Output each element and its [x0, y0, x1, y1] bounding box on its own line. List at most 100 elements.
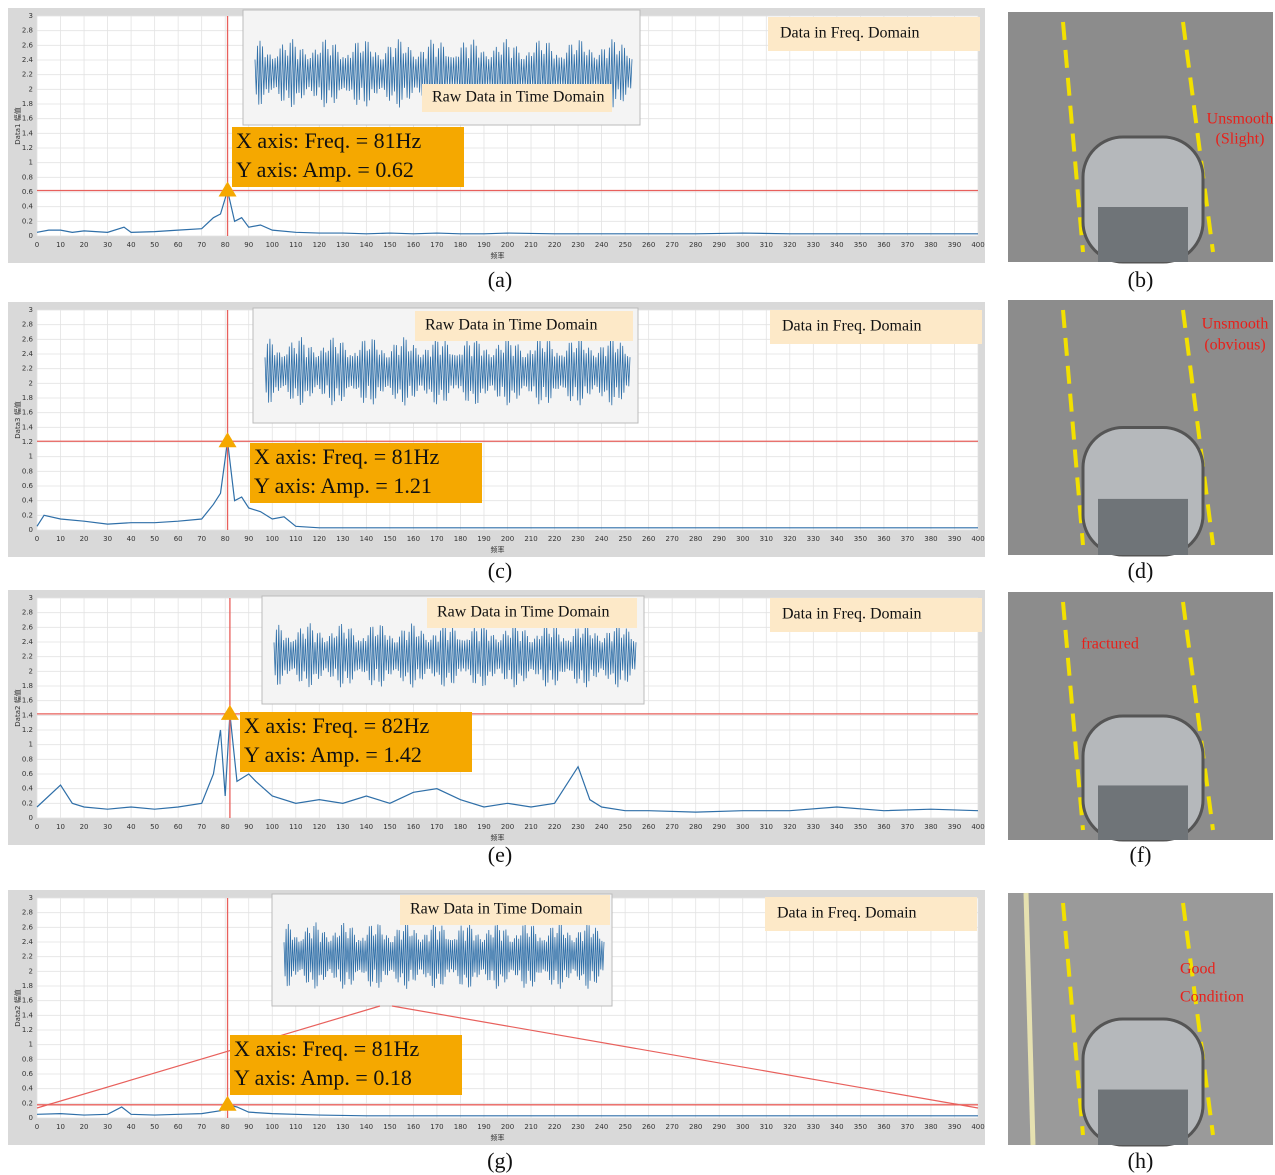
time-domain-label: Raw Data in Time Domain — [437, 604, 609, 621]
x-tick-label: 290 — [713, 1123, 726, 1131]
road-photo: fractured(f) — [1008, 592, 1273, 867]
car-windshield — [1098, 499, 1188, 555]
x-tick-label: 330 — [807, 823, 820, 831]
x-tick-label: 330 — [807, 1123, 820, 1131]
x-tick-label: 320 — [783, 823, 796, 831]
y-tick-label: 1 — [29, 159, 33, 167]
x-tick-label: 210 — [524, 241, 537, 249]
figure: 00.20.40.60.811.21.41.61.822.22.42.62.83… — [0, 0, 1275, 1175]
x-tick-label: 0 — [35, 535, 39, 543]
x-tick-label: 250 — [618, 1123, 631, 1131]
x-tick-label: 110 — [289, 1123, 302, 1131]
x-tick-label: 10 — [56, 823, 65, 831]
x-tick-label: 260 — [642, 1123, 655, 1131]
x-tick-label: 30 — [103, 535, 112, 543]
annotation-text: X axis: Freq. = 82Hz — [244, 713, 430, 738]
annotation-text: Y axis: Amp. = 0.62 — [236, 157, 414, 182]
x-tick-label: 330 — [807, 535, 820, 543]
x-tick-label: 20 — [80, 823, 89, 831]
x-tick-label: 10 — [56, 241, 65, 249]
x-tick-label: 130 — [336, 535, 349, 543]
x-tick-label: 220 — [548, 241, 561, 249]
annotation-text: Y axis: Amp. = 1.42 — [244, 742, 422, 767]
x-tick-label: 60 — [174, 241, 183, 249]
x-tick-label: 280 — [689, 823, 702, 831]
x-tick-label: 330 — [807, 241, 820, 249]
y-tick-label: 0.6 — [22, 770, 34, 778]
y-tick-label: 2.2 — [22, 71, 33, 79]
caption: (a) — [488, 267, 512, 292]
y-tick-label: 1.6 — [22, 409, 34, 417]
y-tick-label: 3 — [29, 12, 33, 20]
x-tick-label: 180 — [454, 535, 467, 543]
x-tick-label: 170 — [430, 241, 443, 249]
x-tick-label: 350 — [854, 535, 867, 543]
x-tick-label: 100 — [266, 241, 279, 249]
x-tick-label: 80 — [221, 1123, 230, 1131]
x-tick-label: 270 — [665, 535, 678, 543]
x-tick-label: 160 — [407, 535, 420, 543]
x-tick-label: 340 — [830, 535, 843, 543]
x-tick-label: 320 — [783, 241, 796, 249]
x-tick-label: 200 — [501, 241, 514, 249]
x-tick-label: 370 — [901, 823, 914, 831]
x-tick-label: 80 — [221, 823, 230, 831]
y-tick-label: 2 — [29, 379, 33, 387]
x-tick-label: 380 — [924, 1123, 937, 1131]
x-tick-label: 70 — [197, 1123, 206, 1131]
x-tick-label: 150 — [383, 823, 396, 831]
x-tick-label: 320 — [783, 535, 796, 543]
y-tick-label: 1.8 — [22, 394, 33, 402]
x-tick-label: 50 — [150, 535, 159, 543]
x-tick-label: 340 — [830, 823, 843, 831]
photo-label: Good — [1180, 961, 1216, 978]
x-tick-label: 340 — [830, 1123, 843, 1131]
x-tick-label: 40 — [127, 535, 136, 543]
x-tick-label: 150 — [383, 1123, 396, 1131]
x-tick-label: 370 — [901, 535, 914, 543]
x-tick-label: 300 — [736, 535, 749, 543]
x-tick-label: 50 — [150, 1123, 159, 1131]
x-tick-label: 210 — [524, 535, 537, 543]
photo-label: fractured — [1081, 636, 1139, 653]
x-tick-label: 160 — [407, 1123, 420, 1131]
y-tick-label: 2.4 — [22, 638, 34, 646]
x-tick-label: 60 — [174, 1123, 183, 1131]
annotation-text: X axis: Freq. = 81Hz — [254, 444, 440, 469]
y-axis-label: Data2 幅值 — [13, 989, 22, 1026]
x-tick-label: 200 — [501, 1123, 514, 1131]
x-tick-label: 200 — [501, 535, 514, 543]
y-tick-label: 1.8 — [22, 100, 33, 108]
x-tick-label: 290 — [713, 241, 726, 249]
x-tick-label: 360 — [877, 535, 890, 543]
freq-domain-label: Data in Freq. Domain — [780, 25, 920, 42]
annotation-text: Y axis: Amp. = 0.18 — [234, 1065, 412, 1090]
x-tick-label: 150 — [383, 535, 396, 543]
photo-label: Unsmooth — [1207, 111, 1274, 128]
x-tick-label: 90 — [244, 535, 253, 543]
y-tick-label: 0 — [29, 1114, 33, 1122]
y-tick-label: 2.6 — [22, 335, 34, 343]
y-tick-label: 2.8 — [22, 27, 33, 35]
y-tick-label: 2.2 — [22, 953, 33, 961]
x-tick-label: 250 — [618, 535, 631, 543]
y-axis-label: Data2 幅值 — [13, 689, 22, 726]
x-tick-label: 120 — [313, 823, 326, 831]
y-tick-label: 0.8 — [22, 467, 33, 475]
annotation-text: X axis: Freq. = 81Hz — [236, 128, 422, 153]
x-tick-label: 220 — [548, 1123, 561, 1131]
x-tick-label: 310 — [760, 823, 773, 831]
x-tick-label: 210 — [524, 823, 537, 831]
x-tick-label: 150 — [383, 241, 396, 249]
x-tick-label: 120 — [313, 241, 326, 249]
x-tick-label: 260 — [642, 535, 655, 543]
x-tick-label: 260 — [642, 241, 655, 249]
y-tick-label: 2 — [29, 667, 33, 675]
freq-domain-label: Data in Freq. Domain — [782, 318, 922, 335]
y-axis-label: Data3 幅值 — [13, 401, 22, 438]
x-tick-label: 180 — [454, 823, 467, 831]
x-tick-label: 50 — [150, 823, 159, 831]
y-tick-label: 2.8 — [22, 321, 33, 329]
x-tick-label: 140 — [360, 241, 373, 249]
x-tick-label: 170 — [430, 1123, 443, 1131]
